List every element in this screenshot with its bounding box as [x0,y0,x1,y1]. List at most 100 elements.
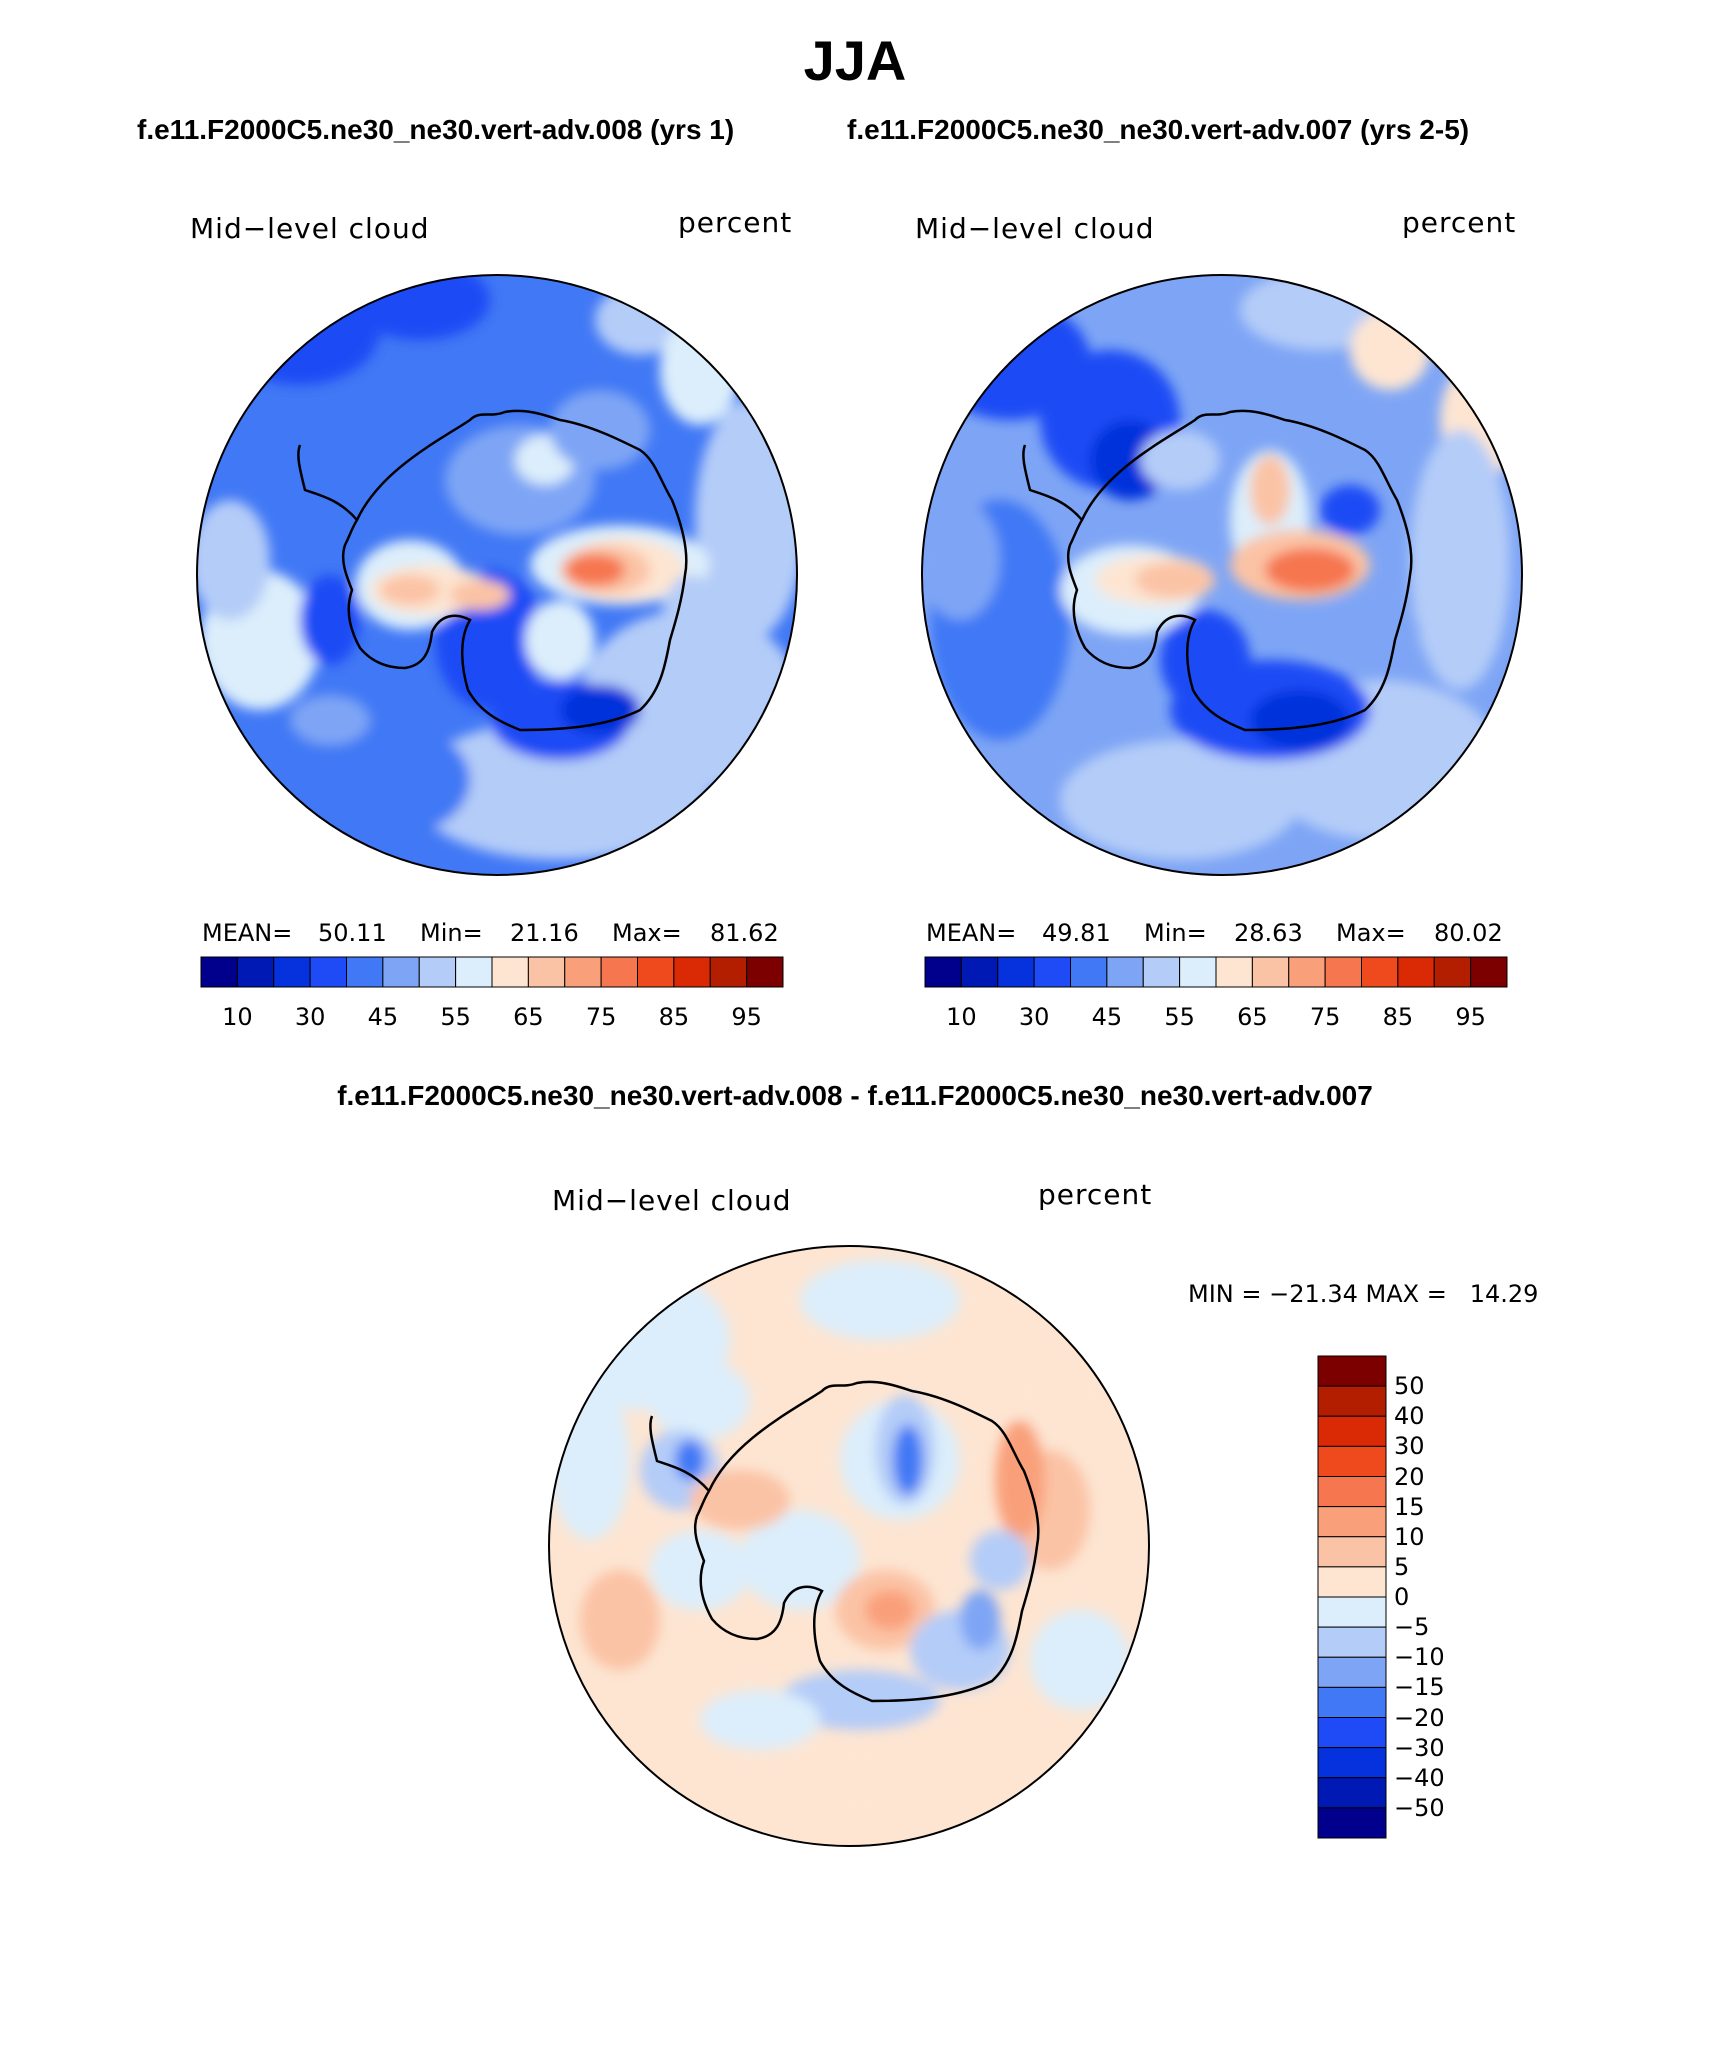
colorbar-right-swatch [1324,956,1362,988]
colorbar-difference-swatch [1317,1777,1387,1809]
colorbar-difference-label: −15 [1394,1673,1445,1702]
difference-title: f.e11.F2000C5.ne30_ne30.vert-adv.008 - f… [337,1080,1373,1111]
colorbar-difference-label: −50 [1394,1793,1445,1822]
left-variable-label: Mid−level cloud [190,212,430,245]
colorbar-difference-label: 50 [1394,1372,1425,1401]
left-min-value: 21.16 [510,919,579,947]
colorbar-left-tick: 55 [440,1003,471,1031]
colorbar-left-swatch [346,956,384,988]
colorbar-right-swatch [997,956,1035,988]
colorbar-left-tick: 30 [294,1003,326,1031]
colorbar-difference-swatch [1317,1385,1387,1417]
colorbar-right-swatch [1179,956,1217,988]
map-right [921,274,1523,876]
colorbar-right-swatch [1106,956,1144,988]
right-min-label: Min= [1144,919,1207,947]
colorbar-difference-label: −10 [1394,1643,1445,1672]
colorbar-difference-swatch [1317,1656,1387,1688]
colorbar-difference-swatch [1317,1717,1387,1749]
colorbar-right-swatch [1361,956,1399,988]
colorbar-difference-label: 40 [1394,1402,1425,1431]
colorbar-left-swatch [200,956,238,988]
right-variable-label: Mid−level cloud [915,212,1155,245]
colorbar-right-swatch [1433,956,1472,988]
colorbar-left-swatch [236,956,275,988]
colorbar-difference [1317,1355,1387,1839]
colorbar-left-tick: 95 [731,1003,762,1031]
colorbar-difference-label: 20 [1394,1462,1425,1491]
colorbar-difference-label: −40 [1394,1763,1445,1792]
colorbar-difference-swatch [1317,1506,1387,1538]
colorbar-right-swatch [1288,956,1326,988]
colorbar-right-swatch [924,956,962,988]
left-mean-value: 50.11 [318,919,387,947]
colorbar-left-swatch [564,956,602,988]
right-min-value: 28.63 [1234,919,1303,947]
diff-variable-label: Mid−level cloud [552,1184,792,1217]
colorbar-difference-swatch [1317,1566,1387,1598]
colorbar-difference-label: −20 [1394,1703,1445,1732]
colorbar-right-swatch [1470,956,1508,988]
colorbar-difference-label: 0 [1394,1583,1410,1611]
colorbar-right-tick: 95 [1455,1003,1486,1031]
colorbar-left-swatch [491,956,529,988]
colorbar-left-swatch [673,956,711,988]
page-title: JJA [803,29,907,92]
right-units-label: percent [1402,206,1517,239]
colorbar-left-swatch [273,956,311,988]
colorbar-left [200,956,784,988]
colorbar-difference-swatch [1317,1445,1387,1477]
colorbar-difference-label: 10 [1394,1522,1425,1551]
map-left [196,274,798,876]
right-mean-label: MEAN= [926,919,1017,947]
colorbar-right-swatch [1070,956,1108,988]
colorbar-difference-swatch [1317,1476,1387,1508]
map-difference [548,1245,1150,1847]
colorbar-left-tick: 10 [222,1003,253,1031]
colorbar-left-swatch [309,956,347,988]
colorbar-right-tick: 55 [1164,1003,1195,1031]
colorbar-right-swatch [1251,956,1290,988]
right-mean-value: 49.81 [1042,919,1111,947]
colorbar-difference-swatch [1317,1536,1387,1568]
colorbar-left-swatch [746,956,784,988]
colorbar-right-tick: 10 [946,1003,977,1031]
colorbar-right-tick: 65 [1237,1003,1268,1031]
colorbar-right-swatch [1142,956,1181,988]
colorbar-right-swatch [1215,956,1253,988]
colorbar-difference-swatch [1317,1747,1387,1779]
colorbar-left-swatch [600,956,638,988]
colorbar-difference-label: 30 [1394,1432,1425,1461]
colorbar-difference-label: −5 [1394,1613,1430,1642]
left-units-label: percent [678,206,793,239]
colorbar-left-swatch [709,956,748,988]
colorbar-left-tick: 45 [367,1003,399,1031]
colorbar-left-swatch [455,956,493,988]
left-mean-label: MEAN= [202,919,293,947]
diff-minmax: MIN = −21.34 MAX = 14.29 [1188,1280,1539,1308]
colorbar-right-tick: 30 [1018,1003,1050,1031]
left-max-value: 81.62 [710,919,779,947]
colorbar-difference-label: 5 [1394,1552,1410,1581]
colorbar-right-swatch [1033,956,1071,988]
colorbar-difference-swatch [1317,1807,1387,1839]
right-max-value: 80.02 [1434,919,1503,947]
left-min-label: Min= [420,919,483,947]
colorbar-difference-swatch [1317,1355,1387,1387]
colorbar-left-tick: 75 [585,1003,617,1031]
left-max-label: Max= [612,919,682,947]
colorbar-difference-swatch [1317,1626,1387,1658]
colorbar-left-swatch [382,956,420,988]
diff-units-label: percent [1038,1178,1153,1211]
colorbar-difference-swatch [1317,1415,1387,1447]
colorbar-left-swatch [418,956,457,988]
colorbar-right-tick: 45 [1091,1003,1123,1031]
colorbar-right-swatch [1397,956,1435,988]
case-title-left: f.e11.F2000C5.ne30_ne30.vert-adv.008 (yr… [137,114,735,145]
colorbar-left-swatch [637,956,675,988]
colorbar-right-tick: 75 [1309,1003,1341,1031]
colorbar-difference-label: −30 [1394,1733,1445,1762]
colorbar-right-tick: 85 [1382,1003,1414,1031]
colorbar-difference-label: 15 [1394,1492,1425,1521]
